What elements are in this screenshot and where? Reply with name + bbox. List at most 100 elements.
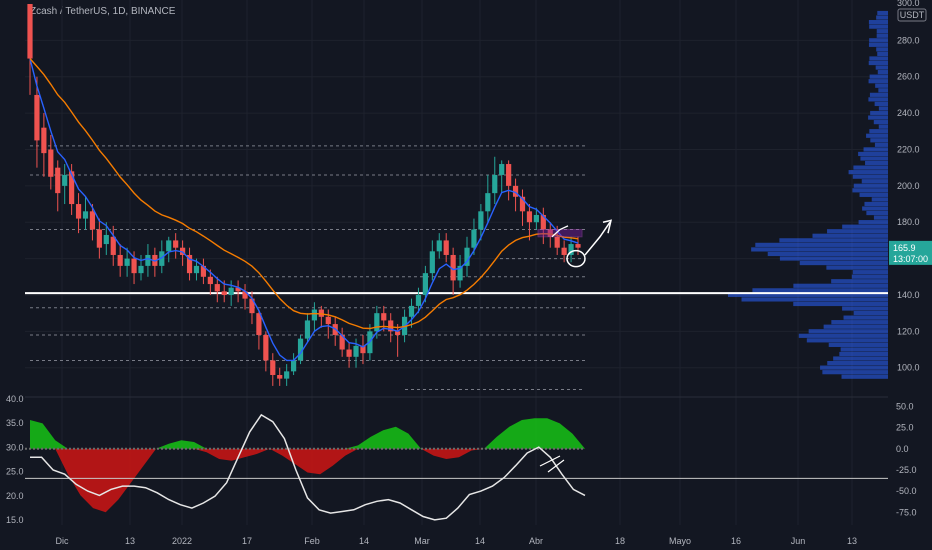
currency-badge	[897, 8, 927, 22]
oscillator-positive-area	[30, 418, 585, 449]
candle	[75, 193, 82, 234]
candle-body	[533, 214, 539, 223]
candle-body	[277, 374, 283, 379]
candle	[471, 218, 477, 255]
profile-bar	[828, 342, 888, 347]
profile-bar	[826, 265, 888, 270]
osc-right-tick: 50.0	[896, 401, 914, 411]
profile-bar	[878, 106, 888, 111]
time-tick-label: Dic	[56, 536, 69, 546]
candle-body	[89, 211, 96, 230]
time-tick-label: 2022	[172, 536, 192, 546]
candle-body	[381, 313, 387, 321]
candle-body	[55, 167, 61, 194]
candle-body	[69, 171, 75, 205]
candle	[124, 247, 130, 277]
candles[interactable]	[27, 4, 581, 386]
profile-bar	[877, 10, 888, 16]
candle-body	[526, 211, 533, 223]
arrow-head	[602, 219, 613, 234]
profile-bar	[873, 120, 888, 125]
moving-averages	[29, 58, 579, 362]
profile-bar	[868, 79, 888, 84]
time-tick-label: Mar	[414, 536, 430, 546]
candle	[256, 309, 262, 350]
osc-right-tick: 0.0	[896, 444, 909, 454]
candle-body	[193, 265, 200, 274]
candle	[519, 189, 526, 226]
candle	[249, 291, 255, 325]
osc-right-tick: -25.0	[896, 465, 917, 475]
candle	[311, 302, 318, 332]
profile-bar	[868, 42, 888, 47]
candle-body	[110, 236, 116, 255]
profile-bar	[852, 270, 888, 275]
candle-body	[318, 309, 324, 317]
candle-body	[450, 254, 456, 281]
profile-bar	[853, 183, 888, 188]
candle-body	[270, 360, 276, 375]
candle	[117, 244, 123, 277]
profile-bar	[779, 256, 888, 261]
profile-bar	[878, 124, 888, 129]
profile-bar	[839, 351, 888, 357]
candle-body	[41, 127, 47, 154]
candle-body	[96, 229, 102, 248]
profile-bar	[860, 156, 888, 161]
candle-body	[235, 287, 241, 292]
osc-left-tick: 35.0	[6, 418, 24, 428]
candle	[152, 247, 158, 277]
profile-bar	[869, 92, 888, 97]
profile-bar	[798, 333, 888, 338]
candle	[436, 233, 442, 259]
candle	[96, 218, 102, 259]
profile-bar	[861, 179, 888, 184]
time-tick-label: Abr	[529, 536, 543, 546]
time-tick-label: 13	[847, 536, 857, 546]
candle	[297, 334, 304, 365]
price-tick-label: 240.0	[897, 108, 920, 118]
osc-left-tick: 25.0	[6, 467, 24, 477]
candle	[89, 204, 96, 241]
candle	[34, 76, 40, 168]
candle-body	[221, 291, 227, 295]
candle	[561, 240, 567, 263]
profile-bar	[808, 329, 888, 334]
candle-body	[256, 313, 262, 335]
candle-body	[540, 214, 546, 230]
candle-body	[374, 313, 380, 332]
profile-bar	[868, 60, 888, 66]
time-tick-label: 18	[615, 536, 625, 546]
osc-right-tick: -50.0	[896, 486, 917, 496]
candle	[318, 305, 324, 328]
grid	[25, 0, 888, 525]
last-price-countdown: 13:07:00	[893, 254, 928, 264]
last-price-tag	[889, 240, 932, 265]
candle-body	[568, 244, 574, 255]
profile-bar	[779, 238, 888, 243]
candle-body	[339, 334, 345, 350]
candle	[110, 225, 116, 266]
profile-bar	[842, 224, 888, 229]
candle-body	[429, 251, 435, 274]
price-tick-label: 140.0	[897, 290, 920, 300]
candle-body	[388, 320, 394, 332]
user-drawings[interactable]	[537, 219, 613, 268]
candle	[200, 258, 207, 285]
candle-body	[103, 234, 109, 245]
time-axis-background	[0, 527, 888, 550]
candle-body	[159, 251, 165, 266]
candle-body	[117, 254, 123, 266]
candle	[166, 236, 172, 263]
arrow-annotation-small	[551, 225, 569, 238]
time-tick-label: 16	[731, 536, 741, 546]
candle-body	[48, 149, 54, 177]
candle-body	[436, 240, 442, 252]
profile-bar	[878, 88, 888, 93]
osc-left-tick: 30.0	[6, 442, 24, 452]
profile-bar	[858, 151, 888, 157]
candle	[395, 324, 401, 357]
profile-bar	[870, 110, 888, 116]
profile-bar	[869, 24, 888, 29]
